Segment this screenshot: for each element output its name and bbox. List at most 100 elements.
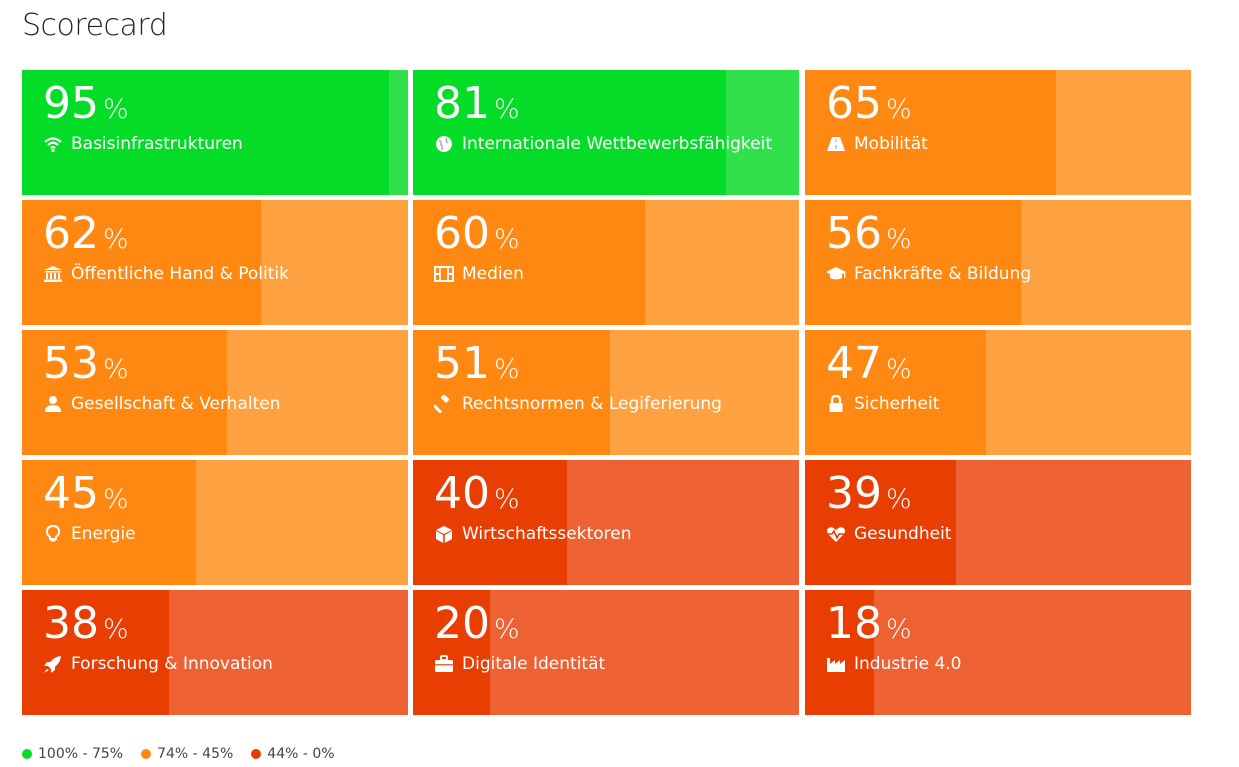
legend-label: 44% - 0%	[267, 746, 335, 762]
category-label-line: Gesellschaft & Verhalten	[43, 394, 280, 414]
percent-sign: %	[494, 614, 520, 645]
tile-content: 38% Forschung & Innovation	[43, 598, 273, 674]
tile-content: 56% Fachkräfte & Bildung	[826, 208, 1031, 284]
category-label: Energie	[71, 524, 136, 544]
percent-sign: %	[494, 354, 520, 385]
category-label-line: Mobilität	[826, 134, 928, 154]
score-tile[interactable]: 39% Gesundheit	[805, 460, 1191, 585]
legend-item: 44% - 0%	[251, 746, 335, 762]
category-label: Basisinfrastrukturen	[71, 134, 243, 154]
percent-sign: %	[103, 94, 129, 125]
category-label: Industrie 4.0	[854, 654, 962, 674]
percent-sign: %	[886, 484, 912, 515]
score-bar	[805, 70, 1056, 195]
score-value: 62	[43, 208, 99, 259]
score-bar	[22, 590, 169, 715]
film-icon	[434, 265, 456, 283]
score-value: 40	[434, 468, 490, 519]
score-tile[interactable]: 38% Forschung & Innovation	[22, 590, 408, 715]
score-bar	[22, 200, 262, 325]
score-value-line: 40%	[434, 468, 632, 520]
industry-icon	[826, 655, 848, 673]
score-bar	[805, 460, 956, 585]
score-value: 51	[434, 338, 490, 389]
score-tile[interactable]: 56% Fachkräfte & Bildung	[805, 200, 1191, 325]
score-tile[interactable]: 95% Basisinfrastrukturen	[22, 70, 408, 195]
score-tile[interactable]: 81% Internationale Wettbewerbsfähigkeit	[413, 70, 799, 195]
category-label-line: Sicherheit	[826, 394, 939, 414]
score-value-line: 39%	[826, 468, 951, 520]
lightbulb-icon	[43, 525, 65, 543]
score-bar	[413, 70, 726, 195]
legend-dot	[141, 749, 152, 759]
score-value-line: 18%	[826, 598, 962, 650]
legend-label: 74% - 45%	[157, 746, 234, 762]
score-value-line: 53%	[43, 338, 280, 390]
percent-sign: %	[103, 614, 129, 645]
rocket-icon	[43, 655, 65, 673]
score-value-line: 51%	[434, 338, 722, 390]
category-label-line: Wirtschaftssektoren	[434, 524, 632, 544]
category-label-line: Basisinfrastrukturen	[43, 134, 243, 154]
score-value-line: 81%	[434, 78, 772, 130]
score-tile[interactable]: 65% Mobilität	[805, 70, 1191, 195]
score-value: 60	[434, 208, 490, 259]
gavel-icon	[434, 395, 456, 413]
score-tile[interactable]: 20% Digitale Identität	[413, 590, 799, 715]
category-label: Mobilität	[854, 134, 928, 154]
wifi-icon	[43, 135, 65, 153]
tile-content: 65% Mobilität	[826, 78, 928, 154]
category-label-line: Energie	[43, 524, 136, 544]
category-label: Internationale Wettbewerbsfähigkeit	[462, 134, 772, 154]
graduation-cap-icon	[826, 265, 848, 283]
score-tile[interactable]: 51% Rechtsnormen & Legiferierung	[413, 330, 799, 455]
category-label-line: Medien	[434, 264, 524, 284]
score-bar	[22, 70, 389, 195]
score-value: 56	[826, 208, 882, 259]
score-value-line: 95%	[43, 78, 243, 130]
legend-label: 100% - 75%	[38, 746, 124, 762]
tile-content: 81% Internationale Wettbewerbsfähigkeit	[434, 78, 772, 154]
score-value: 45	[43, 468, 99, 519]
legend-dot	[251, 749, 262, 759]
user-icon	[43, 395, 65, 413]
score-value-line: 60%	[434, 208, 524, 260]
score-value: 95	[43, 78, 99, 129]
tile-content: 53% Gesellschaft & Verhalten	[43, 338, 280, 414]
category-label: Sicherheit	[854, 394, 940, 414]
score-tile[interactable]: 60% Medien	[413, 200, 799, 325]
lock-icon	[826, 395, 848, 413]
tile-content: 62% Öffentliche Hand & Politik	[43, 208, 289, 284]
score-tile[interactable]: 47% Sicherheit	[805, 330, 1191, 455]
tile-content: 39% Gesundheit	[826, 468, 951, 544]
score-value: 18	[826, 598, 882, 649]
score-bar	[805, 330, 987, 455]
tile-content: 45% Energie	[43, 468, 136, 544]
percent-sign: %	[103, 354, 129, 385]
score-value-line: 56%	[826, 208, 1031, 260]
score-value-line: 65%	[826, 78, 928, 130]
score-value: 81	[434, 78, 490, 129]
category-label: Fachkräfte & Bildung	[854, 264, 1032, 284]
legend-item: 100% - 75%	[22, 746, 123, 762]
legend: 100% - 75% 74% - 45% 44% - 0%	[22, 746, 353, 762]
score-tile[interactable]: 45% Energie	[22, 460, 408, 585]
score-tile[interactable]: 62% Öffentliche Hand & Politik	[22, 200, 408, 325]
score-tile[interactable]: 53% Gesellschaft & Verhalten	[22, 330, 408, 455]
tile-content: 20% Digitale Identität	[434, 598, 605, 674]
score-value: 38	[43, 598, 99, 649]
percent-sign: %	[494, 484, 520, 515]
category-label-line: Industrie 4.0	[826, 654, 962, 674]
score-tile[interactable]: 18% Industrie 4.0	[805, 590, 1191, 715]
score-tile[interactable]: 40% Wirtschaftssektoren	[413, 460, 799, 585]
score-bar	[805, 590, 875, 715]
globe-icon	[434, 135, 456, 153]
tile-content: 40% Wirtschaftssektoren	[434, 468, 632, 544]
category-label-line: Fachkräfte & Bildung	[826, 264, 1031, 284]
score-value-line: 45%	[43, 468, 136, 520]
legend-dot	[22, 749, 32, 759]
category-label: Gesellschaft & Verhalten	[71, 394, 281, 414]
category-label-line: Gesundheit	[826, 524, 951, 544]
tile-content: 18% Industrie 4.0	[826, 598, 962, 674]
